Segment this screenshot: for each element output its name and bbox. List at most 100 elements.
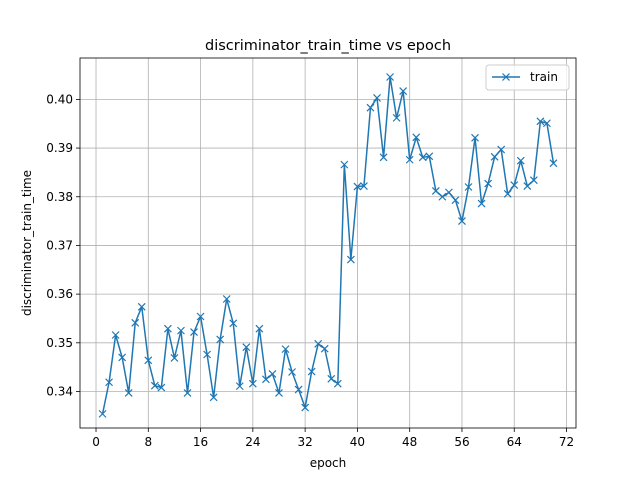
data-point <box>503 189 512 198</box>
y-axis-label: discriminator_train_time <box>20 170 34 316</box>
data-point <box>379 153 388 162</box>
data-point <box>248 379 257 388</box>
data-point <box>301 403 310 412</box>
series-line-train <box>101 76 555 415</box>
data-point <box>340 160 349 169</box>
data-point <box>222 295 231 303</box>
data-point <box>229 319 238 328</box>
data-point <box>268 370 277 378</box>
data-point <box>438 192 447 201</box>
data-point <box>235 382 244 391</box>
data-point <box>131 318 140 327</box>
data-point <box>451 196 460 205</box>
data-point <box>333 379 342 388</box>
data-point <box>523 182 532 190</box>
x-tick-label: 16 <box>193 435 208 449</box>
data-point <box>373 93 381 102</box>
data-point <box>360 182 368 190</box>
data-point <box>163 324 172 333</box>
data-point <box>529 176 538 185</box>
x-tick-label: 0 <box>92 435 100 449</box>
x-axis-label: epoch <box>310 456 347 470</box>
data-point <box>118 353 127 362</box>
y-tick-label: 0.37 <box>46 238 73 252</box>
data-point <box>444 188 453 197</box>
x-tick-label: 32 <box>297 435 312 449</box>
data-point <box>314 339 323 348</box>
data-point <box>294 385 303 394</box>
data-point <box>98 409 107 418</box>
x-tick-label: 72 <box>559 435 574 449</box>
data-point <box>203 350 212 359</box>
data-point <box>170 353 179 362</box>
data-point <box>196 312 205 321</box>
y-tick-label: 0.39 <box>46 141 73 155</box>
data-point <box>190 328 198 337</box>
plot-frame <box>79 57 577 429</box>
y-tick-label: 0.34 <box>46 384 73 398</box>
y-tick-label: 0.40 <box>46 92 73 106</box>
x-tick-label: 48 <box>402 435 417 449</box>
data-point <box>209 393 218 402</box>
data-point <box>177 326 185 335</box>
data-point <box>471 133 479 142</box>
data-point <box>255 324 264 333</box>
x-tick-label: 56 <box>454 435 469 449</box>
data-point <box>392 113 401 122</box>
data-point <box>490 152 499 161</box>
data-point <box>497 145 506 154</box>
data-point <box>477 199 486 208</box>
data-point <box>542 119 551 128</box>
data-point <box>458 217 466 226</box>
data-point <box>275 389 283 397</box>
chart-title: discriminator_train_time vs epoch <box>205 38 451 54</box>
legend-label-train: train <box>530 70 558 84</box>
data-point <box>105 378 114 387</box>
data-point <box>386 73 395 81</box>
data-point <box>418 153 427 162</box>
data-point <box>281 345 290 354</box>
data-point <box>412 133 421 142</box>
data-point <box>157 383 166 392</box>
y-axis-ticks: 0.34 0.35 0.36 0.37 0.38 0.39 0.40 <box>46 92 80 398</box>
data-point <box>464 183 473 191</box>
y-tick-label: 0.35 <box>46 336 73 350</box>
legend-marker-swatch <box>502 73 510 81</box>
data-point <box>216 335 225 344</box>
data-point <box>405 155 414 164</box>
data-point <box>124 389 133 397</box>
data-point <box>137 302 146 311</box>
data-point <box>399 87 408 96</box>
x-tick-label: 64 <box>507 435 522 449</box>
data-point <box>307 367 316 376</box>
data-point <box>144 356 153 365</box>
data-point <box>431 186 440 195</box>
data-point <box>536 117 545 126</box>
grid-lines <box>80 58 576 428</box>
data-point <box>484 179 493 188</box>
data-point <box>366 103 375 112</box>
data-point <box>288 368 296 376</box>
data-point <box>150 381 159 390</box>
x-tick-label: 24 <box>245 435 260 449</box>
data-point <box>346 255 355 264</box>
data-point <box>261 375 270 384</box>
data-point <box>327 374 336 383</box>
data-point <box>183 389 192 397</box>
data-point <box>510 181 519 189</box>
legend: train <box>485 64 570 91</box>
data-point <box>353 182 362 191</box>
data-point <box>111 331 120 339</box>
legend-box <box>485 64 570 91</box>
series-layer <box>98 73 558 418</box>
data-point <box>549 159 558 168</box>
x-tick-label: 40 <box>350 435 365 449</box>
y-tick-label: 0.36 <box>46 287 73 301</box>
data-point <box>425 152 434 161</box>
y-tick-label: 0.38 <box>46 190 73 204</box>
x-axis-ticks: 0 8 16 24 32 40 48 56 64 72 <box>92 428 574 449</box>
x-tick-label: 8 <box>144 435 152 449</box>
data-point <box>242 343 251 352</box>
data-point <box>516 156 525 165</box>
